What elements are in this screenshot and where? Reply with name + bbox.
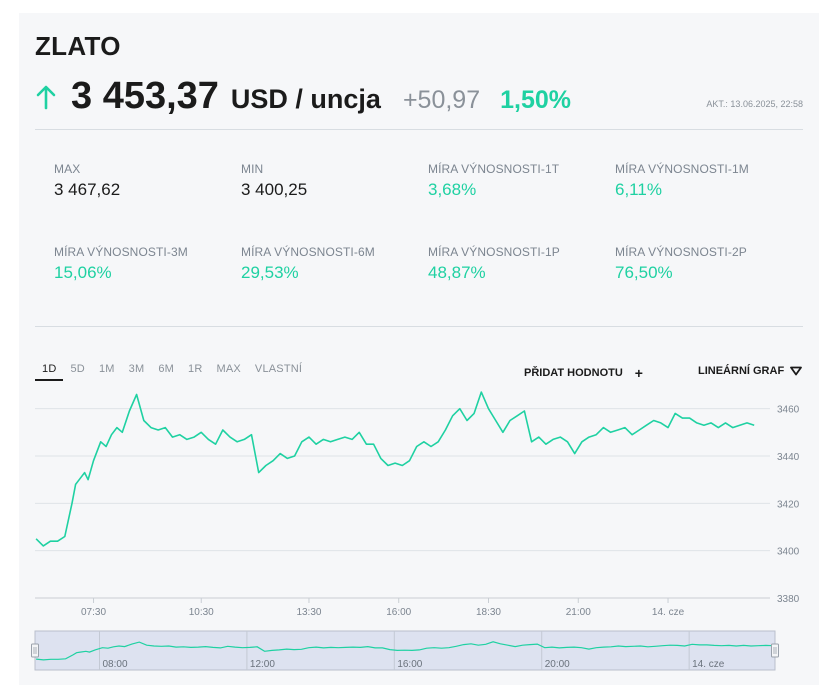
last-updated: AKT.: 13.06.2025, 22:58: [706, 99, 803, 109]
add-value-button[interactable]: PŘIDAT HODNOTU +: [524, 365, 643, 381]
stat-label: MÍRA VÝNOSNOSTI-1P: [428, 245, 560, 259]
x-tick-label: 10:30: [189, 607, 214, 618]
stat-label: MÍRA VÝNOSNOSTI-2P: [615, 245, 747, 259]
range-6m[interactable]: 6M: [158, 363, 174, 375]
range-1r[interactable]: 1R: [188, 363, 203, 375]
range-3m[interactable]: 3M: [128, 363, 145, 375]
stat-label: MAX: [54, 162, 81, 176]
navigator-tick-label: 14. cze: [692, 659, 725, 670]
stat-label: MIN: [241, 162, 264, 176]
navigator-tick-label: 12:00: [250, 659, 275, 670]
x-tick-label: 14. cze: [652, 607, 685, 618]
current-price: 3 453,37: [71, 75, 219, 117]
range-custom[interactable]: VLASTNÍ: [254, 363, 303, 375]
stat-max: MAX 3 467,62: [54, 162, 234, 200]
stat-value: 15,06%: [54, 263, 112, 282]
range-1m[interactable]: 1M: [98, 363, 115, 375]
stat-value: 3 400,25: [241, 180, 308, 199]
price-unit: USD / uncja: [230, 84, 381, 114]
stat-value: 3 467,62: [54, 180, 121, 199]
stat-value: 3,68%: [428, 180, 477, 199]
range-selector: 1D 5D 1M 3M 6M 1R MAX VLASTNÍ: [35, 359, 309, 381]
range-max[interactable]: MAX: [216, 363, 241, 375]
price-series-line: [35, 391, 755, 547]
stat-label: MÍRA VÝNOSNOSTI-6M: [241, 245, 375, 259]
stat-yield-3m: MÍRA VÝNOSNOSTI-3M 15,06%: [54, 245, 234, 283]
add-value-label: PŘIDAT HODNOTU: [524, 367, 623, 379]
price-row: 3 453,37 USD / uncja +50,97 1,50%: [35, 75, 571, 119]
y-tick-label: 3420: [777, 499, 800, 510]
stat-label: MÍRA VÝNOSNOSTI-1M: [615, 162, 749, 176]
arrow-up-icon: [36, 85, 56, 110]
stat-yield-1p: MÍRA VÝNOSNOSTI-1P 48,87%: [428, 245, 608, 283]
range-1d[interactable]: 1D: [35, 359, 64, 381]
price-change: +50,97: [402, 86, 481, 114]
triangle-down-icon: [790, 366, 803, 376]
stat-min: MIN 3 400,25: [241, 162, 421, 200]
page-title: ZLATO: [35, 31, 121, 61]
chart-type-dropdown[interactable]: LINEÁRNÍ GRAF: [698, 365, 803, 377]
x-tick-label: 13:30: [296, 607, 321, 618]
instrument-card: ZLATO 3 453,37 USD / uncja +50,97 1,50% …: [19, 13, 819, 685]
stat-value: 29,53%: [241, 263, 299, 282]
stat-value: 6,11%: [615, 180, 662, 199]
navigator-tick-label: 20:00: [545, 659, 570, 670]
y-tick-label: 3440: [777, 452, 800, 463]
x-tick-label: 21:00: [566, 607, 591, 618]
divider: [35, 129, 803, 130]
stat-label: MÍRA VÝNOSNOSTI-1T: [428, 162, 560, 176]
price-chart: 3380 3400 3420 3440 3460 07:30 10:30 13:30 16:00…: [31, 391, 800, 671]
stat-yield-1t: MÍRA VÝNOSNOSTI-1T 3,68%: [428, 162, 608, 200]
chart-type-label: LINEÁRNÍ GRAF: [698, 365, 785, 377]
x-tick-label: 16:00: [386, 607, 411, 618]
x-tick-label: 07:30: [81, 607, 106, 618]
stat-value: 48,87%: [428, 263, 486, 282]
stat-yield-2p: MÍRA VÝNOSNOSTI-2P 76,50%: [615, 245, 795, 283]
plus-icon: +: [634, 365, 643, 381]
stat-yield-6m: MÍRA VÝNOSNOSTI-6M 29,53%: [241, 245, 421, 283]
stat-label: MÍRA VÝNOSNOSTI-3M: [54, 245, 188, 259]
x-tick-label: 18:30: [476, 607, 501, 618]
y-tick-label: 3460: [777, 405, 800, 416]
y-tick-label: 3400: [777, 547, 800, 558]
price-change-percent: 1,50%: [500, 86, 572, 114]
navigator-handle[interactable]: [771, 643, 779, 658]
navigator-series-line: [36, 641, 774, 661]
stat-value: 76,50%: [615, 263, 673, 282]
navigator-tick-label: 16:00: [397, 659, 422, 670]
stat-yield-1m: MÍRA VÝNOSNOSTI-1M 6,11%: [615, 162, 795, 200]
navigator-tick-label: 08:00: [102, 659, 127, 670]
range-5d[interactable]: 5D: [70, 363, 85, 375]
y-tick-label: 3380: [777, 594, 800, 605]
navigator-handle[interactable]: [31, 643, 39, 658]
divider: [35, 326, 803, 327]
